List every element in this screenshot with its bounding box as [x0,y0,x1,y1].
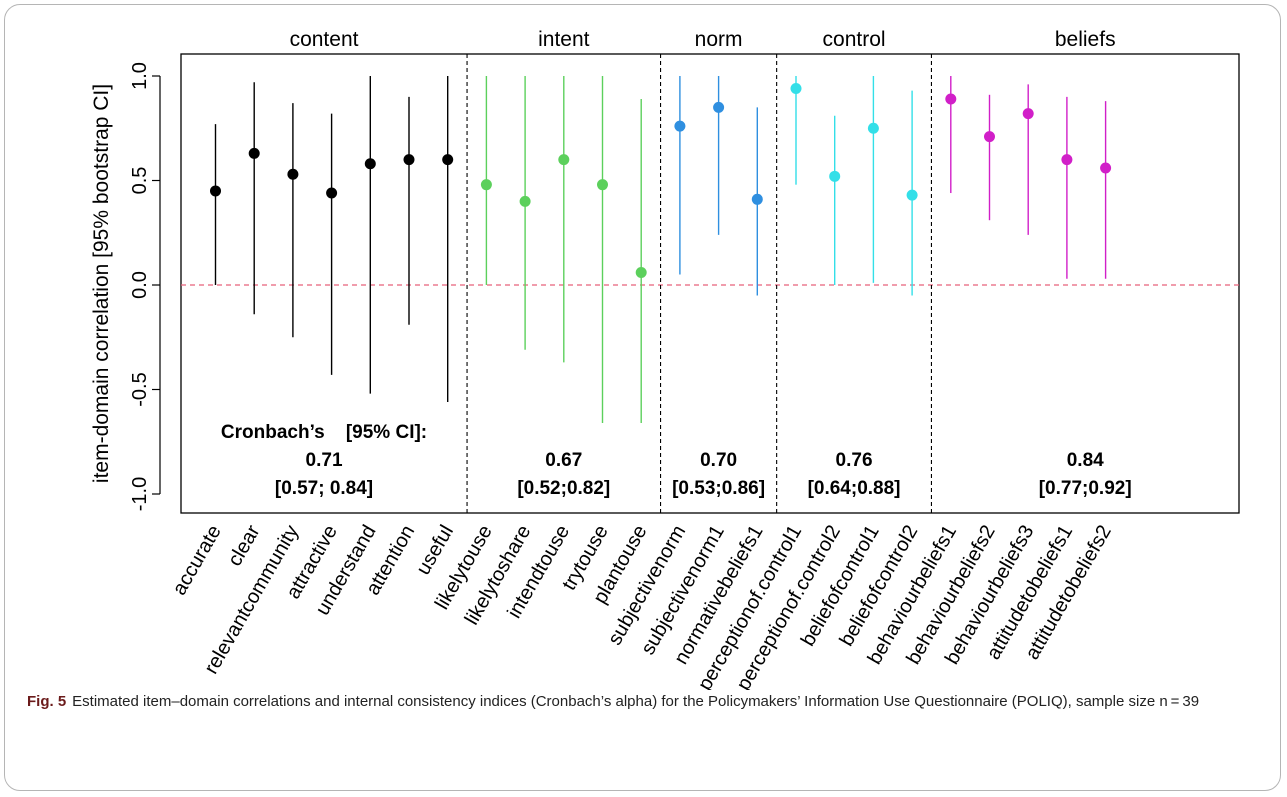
point-estimate [906,189,918,201]
point-estimate [674,120,686,132]
group-header: beliefs [1055,28,1116,51]
point-estimate [635,266,647,278]
point-estimate [713,101,725,113]
cronbach-alpha-text: 0.84 [1067,450,1104,471]
x-tick-label: clear [224,521,265,570]
point-estimate [751,193,763,205]
point-estimate [597,179,608,191]
point-estimate [442,154,454,166]
point-estimate [326,187,338,199]
caption-label: Fig. 5 [27,693,67,710]
cronbach-alpha-text: [0.52;0.82] [517,478,610,499]
y-tick-label: -1.0 [129,477,151,511]
cronbach-alpha-text: [0.57; 0.84] [275,478,373,499]
cronbach-alpha-text: [0.53;0.86] [672,478,765,499]
point-estimate [480,179,492,191]
point-estimate [867,122,879,134]
cronbach-alpha-text: 0.71 [306,450,343,471]
point-estimate [364,158,376,170]
figure-frame [4,4,1281,791]
point-estimate [210,185,221,197]
group-header: intent [538,28,590,51]
cronbach-alpha-text: [0.64;0.88] [808,478,901,499]
cronbach-alpha-text: 0.67 [545,450,582,471]
y-tick-label: 0.0 [129,271,151,299]
point-estimate [1022,108,1034,120]
cronbach-alpha-text: 0.76 [836,450,873,471]
point-estimate [1061,154,1073,166]
cronbach-alpha-text: 0.70 [700,450,737,471]
point-estimate [984,131,995,143]
point-estimate [790,83,802,95]
cronbach-alpha-text: Cronbach’s [95% CI]: [221,422,427,443]
point-estimate [403,154,415,166]
y-axis-label: item-domain correlation [95% bootstrap C… [90,84,113,483]
point-estimate [1100,162,1112,174]
item-domain-correlation-chart: item-domain correlation [95% bootstrap C… [90,28,1240,690]
point-estimate [945,93,957,105]
figure-caption: Fig. 5 Estimated item–domain correlations… [27,691,1267,713]
group-header: norm [695,28,743,51]
y-tick-label: -0.5 [129,372,151,406]
point-estimate [558,154,570,166]
point-estimate [248,147,260,159]
x-tick-label: accurate [168,522,225,599]
plot-area-border [180,53,1240,514]
group-header: content [290,28,359,51]
cronbach-alpha-text: [0.77;0.92] [1039,478,1132,499]
point-estimate [287,168,299,180]
group-header: control [823,28,886,51]
caption-text: Estimated item–domain correlations and i… [72,693,1200,710]
point-estimate [829,170,841,182]
y-tick-label: 1.0 [129,62,151,90]
point-estimate [519,195,531,207]
y-tick-label: 0.5 [129,167,151,195]
